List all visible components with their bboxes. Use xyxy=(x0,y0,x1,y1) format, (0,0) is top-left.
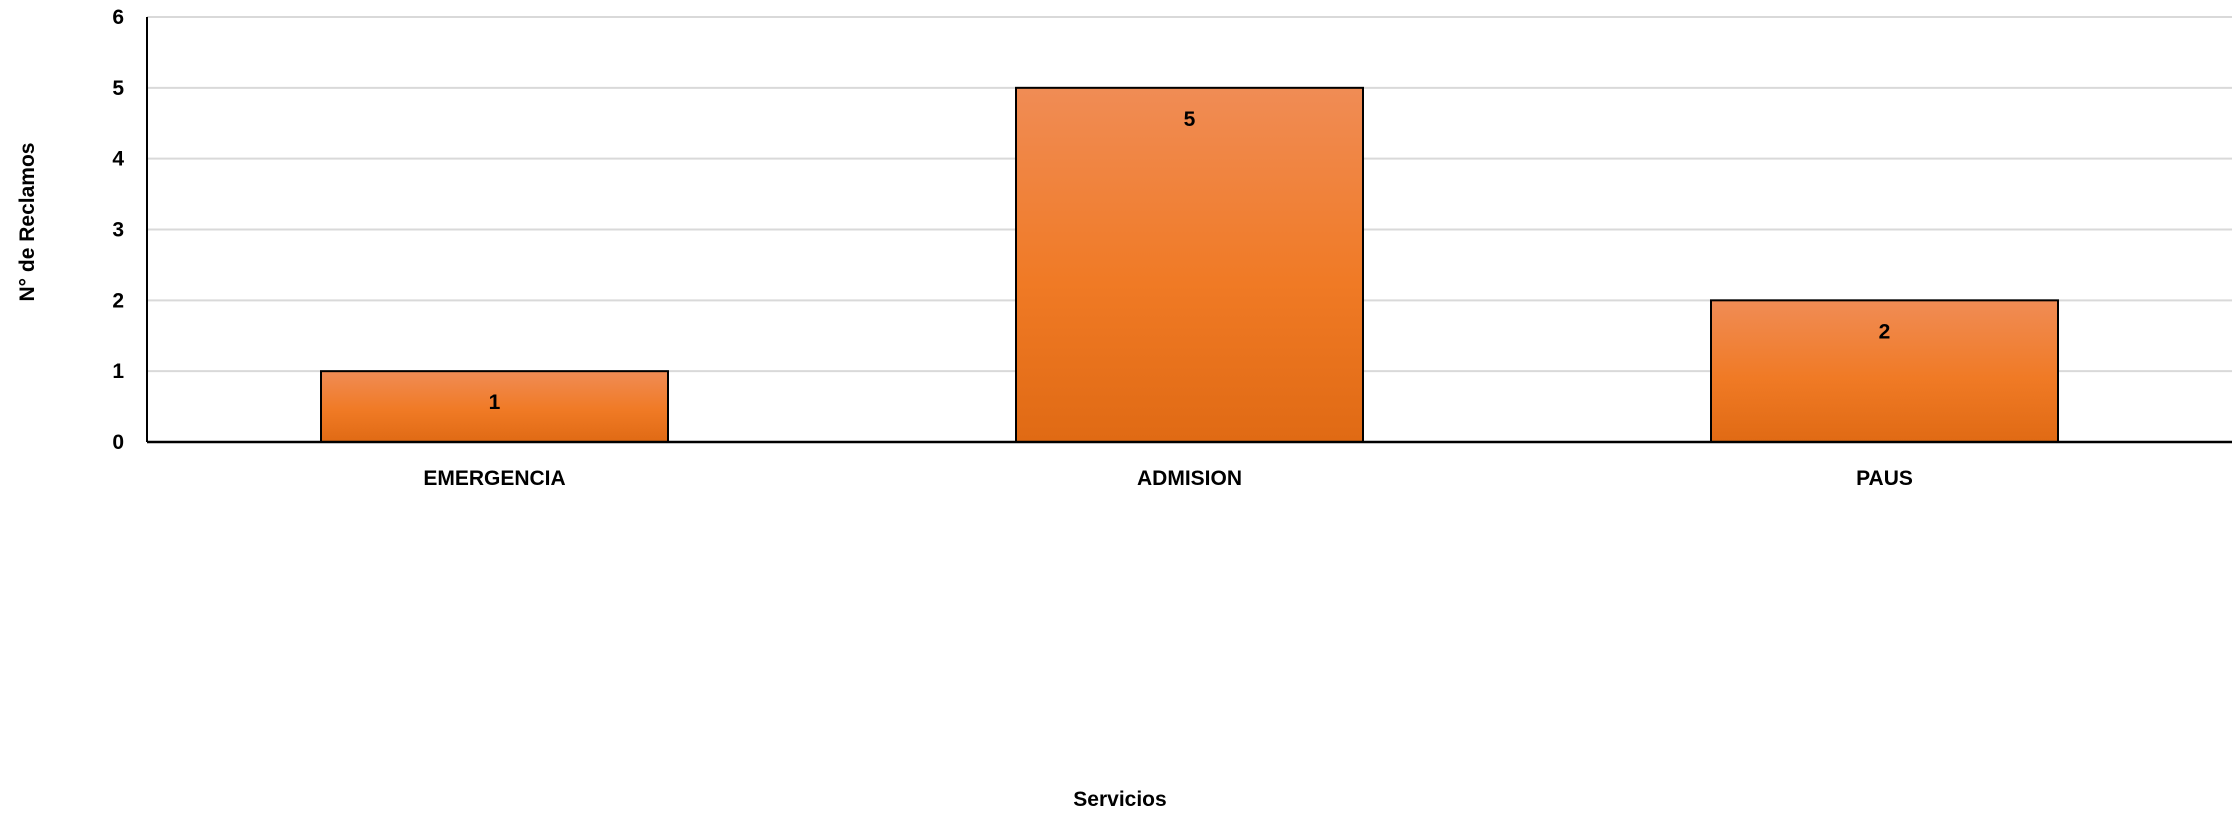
y-tick-label: 1 xyxy=(112,360,124,383)
data-label: 1 xyxy=(489,391,501,414)
x-category-label: ADMISION xyxy=(1137,467,1242,490)
y-tick-label: 4 xyxy=(112,148,124,171)
y-tick-label: 2 xyxy=(112,289,124,312)
labels: 0 1 2 3 4 5 6 1 EMERGENCIA 5 ADMISION 2 PAUS Servicio… xyxy=(16,6,1913,811)
data-label: 2 xyxy=(1879,320,1891,343)
bar-paus xyxy=(1710,299,2059,444)
y-tick-label: 5 xyxy=(112,77,124,100)
y-tick-label: 0 xyxy=(112,431,124,454)
y-tick-label: 3 xyxy=(112,219,124,242)
data-label: 5 xyxy=(1184,108,1196,131)
bars xyxy=(320,86,2059,444)
bar-admision xyxy=(1015,86,1364,443)
x-category-label: EMERGENCIA xyxy=(423,467,565,490)
axes xyxy=(146,17,2232,444)
y-tick-label: 6 xyxy=(112,6,124,29)
x-axis-title: Servicios xyxy=(1073,788,1166,811)
x-category-label: PAUS xyxy=(1856,467,1913,490)
y-axis-title: N° de Reclamos xyxy=(16,143,39,302)
